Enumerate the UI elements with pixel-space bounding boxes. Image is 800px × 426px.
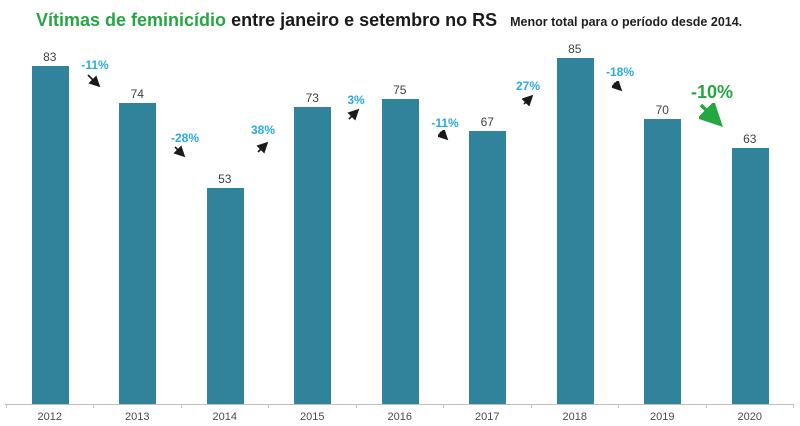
bar-2012 bbox=[31, 66, 69, 404]
x-axis-label: 2019 bbox=[650, 411, 675, 423]
axis-tick bbox=[93, 404, 95, 408]
arrow-se-icon bbox=[436, 128, 451, 148]
bar-2017 bbox=[469, 131, 506, 404]
arrow-ne-icon bbox=[521, 92, 536, 111]
pct-change-annotation: -28% bbox=[170, 131, 200, 145]
arrow-ne-icon bbox=[347, 106, 362, 126]
bar-2020 bbox=[731, 147, 769, 404]
bar-value-label: 75 bbox=[393, 82, 407, 97]
x-axis-line bbox=[5, 404, 794, 405]
x-axis-label: 2014 bbox=[212, 411, 237, 423]
bar-value-label: 74 bbox=[130, 86, 144, 101]
axis-tick bbox=[268, 404, 270, 408]
bar-2014 bbox=[206, 188, 244, 404]
bar-2016 bbox=[381, 98, 419, 404]
chart-title: Vítimas de feminicídio entre janeiro e s… bbox=[36, 10, 497, 31]
axis-tick bbox=[443, 404, 445, 408]
bar-value-label: 83 bbox=[43, 50, 57, 65]
x-axis-label: 2015 bbox=[300, 411, 325, 423]
arrow-se-icon bbox=[173, 145, 188, 165]
arrow-ne-icon bbox=[256, 139, 271, 159]
axis-tick bbox=[355, 404, 357, 408]
axis-tick bbox=[5, 404, 7, 408]
x-axis-label: 2013 bbox=[125, 411, 150, 423]
bar-value-label: 85 bbox=[568, 42, 582, 56]
chart-subtitle: Menor total para o período desde 2014. bbox=[510, 15, 743, 29]
bar-value-label: 67 bbox=[480, 115, 494, 130]
title-highlight: Vítimas de feminicídio bbox=[36, 10, 227, 30]
bar-value-label: 73 bbox=[305, 90, 319, 105]
axis-tick bbox=[180, 404, 182, 408]
x-axis-label: 2012 bbox=[37, 411, 62, 423]
pct-change-annotation: 38% bbox=[250, 123, 276, 137]
bar-value-label: 63 bbox=[743, 131, 757, 146]
bar-2019 bbox=[644, 119, 681, 404]
pct-change-annotation: -18% bbox=[605, 65, 635, 79]
axis-tick bbox=[793, 404, 795, 408]
x-axis-label: 2018 bbox=[562, 411, 587, 423]
x-axis-label: 2017 bbox=[475, 411, 500, 423]
axis-tick bbox=[705, 404, 707, 408]
x-axis-label: 2020 bbox=[737, 411, 762, 423]
pct-change-annotation: 27% bbox=[515, 79, 541, 93]
arrow-se-icon bbox=[610, 79, 625, 99]
bar-value-label: 53 bbox=[218, 172, 232, 187]
pct-change-annotation: -11% bbox=[431, 116, 459, 130]
x-axis-label: 2016 bbox=[387, 411, 412, 423]
bar-value-label: 70 bbox=[655, 103, 669, 118]
axis-tick bbox=[530, 404, 532, 408]
pct-change-annotation: -10% bbox=[690, 82, 734, 102]
title-rest: entre janeiro e setembro no RS bbox=[231, 10, 498, 30]
axis-tick bbox=[618, 404, 620, 408]
pct-change-annotation: -11% bbox=[81, 58, 109, 72]
arrow-se-icon bbox=[696, 100, 723, 132]
bar-2015 bbox=[294, 106, 331, 404]
pct-change-annotation: 3% bbox=[347, 93, 365, 107]
chart-header: Vítimas de feminicídio entre janeiro e s… bbox=[36, 10, 794, 31]
bar-2013 bbox=[119, 102, 156, 404]
bar-2018 bbox=[556, 58, 594, 404]
arrow-se-icon bbox=[86, 73, 103, 95]
